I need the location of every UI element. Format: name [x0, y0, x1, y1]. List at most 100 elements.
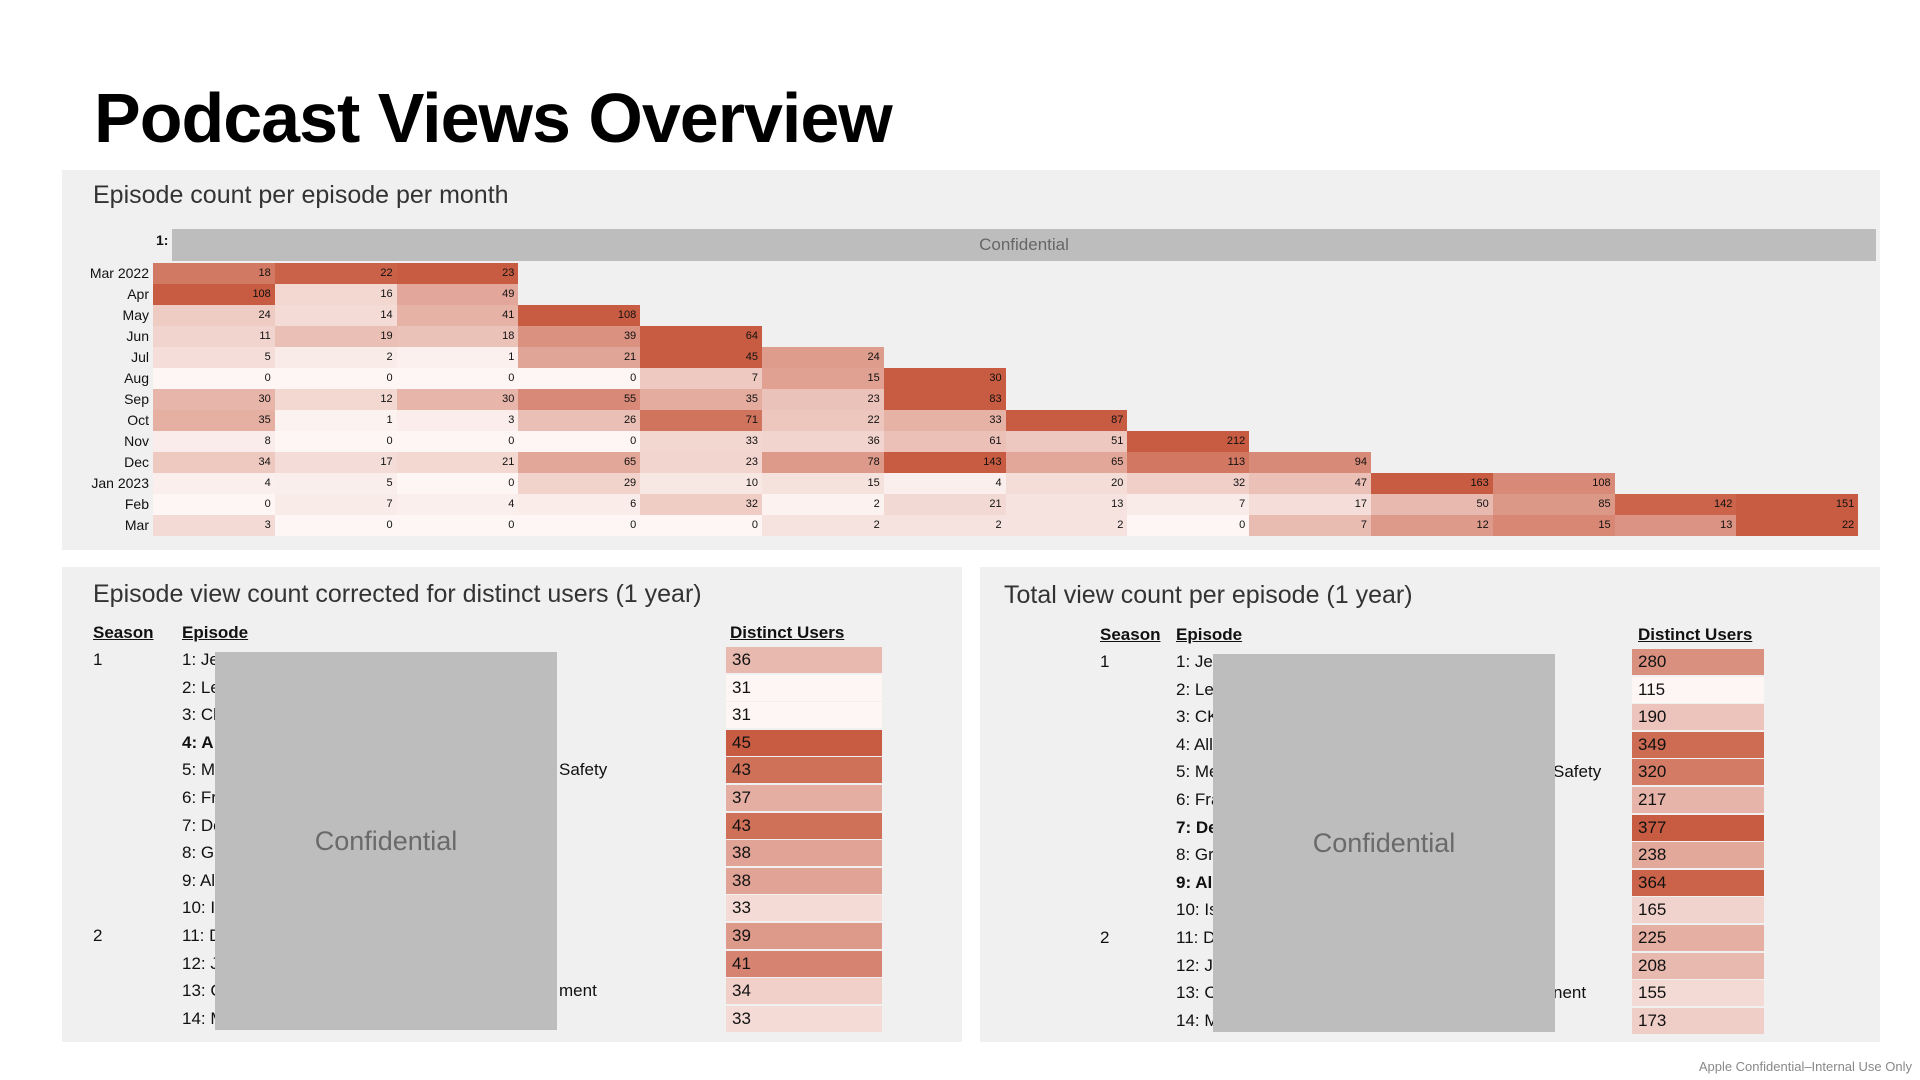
- heatmap-cell: 7: [640, 368, 762, 389]
- episode-cell: 4: A: [182, 732, 214, 752]
- heatmap-cell: 2: [762, 515, 884, 536]
- distinct-users-cell: 208: [1632, 952, 1764, 979]
- heatmap-cell: 34: [153, 452, 275, 473]
- episode-cell: 13: C: [1176, 983, 1217, 1003]
- heatmap-cell: 108: [518, 305, 641, 326]
- season-cell: 2: [93, 926, 103, 945]
- heatmap-cell: 45: [640, 347, 762, 368]
- heatmap-cell: 7: [274, 494, 397, 515]
- heatmap-cell: 94: [1249, 452, 1371, 473]
- episode-cell: 10: I:: [182, 898, 220, 918]
- episode-cell: 6: Fr: [182, 788, 217, 807]
- episode-cell: 6: Fra: [1176, 790, 1221, 809]
- episode-cell: 14: M: [1176, 1010, 1219, 1030]
- heatmap-cell: 5: [274, 473, 397, 494]
- episode-cell: 8: Gre: [1176, 845, 1224, 865]
- heatmap-month-label: Nov: [124, 433, 149, 449]
- heatmap-cell: 0: [396, 431, 519, 452]
- heatmap-cell: 32: [640, 494, 762, 515]
- episode-cell-tail: Safety: [1553, 762, 1602, 782]
- heatmap-cell: 0: [274, 368, 397, 389]
- season-cell: 1: [93, 650, 103, 669]
- heatmap-cell: 17: [1249, 494, 1371, 515]
- heatmap-cell: 65: [518, 452, 641, 473]
- heatmap-panel-title: Episode count per episode per month: [93, 181, 509, 209]
- episode-cell: 7: De: [182, 815, 223, 835]
- distinct-users-cell: 165: [1632, 897, 1764, 924]
- distinct-users-cell: 38: [726, 840, 882, 867]
- distinct-users-cell: 280: [1632, 649, 1764, 675]
- heatmap-cell: 1: [396, 347, 519, 368]
- episode-cell: 12: Ji: [1176, 955, 1217, 975]
- distinct-users-cell: 349: [1632, 731, 1764, 758]
- distinct-users-cell: 320: [1632, 759, 1764, 786]
- distinct-users-cell: 377: [1632, 814, 1764, 841]
- heatmap-cell: 4: [153, 473, 275, 494]
- episode-cell-tail: ment: [559, 981, 597, 1001]
- heatmap-cell: 32: [1127, 473, 1250, 494]
- heatmap-cell: 0: [274, 431, 397, 452]
- heatmap-cell: 0: [518, 431, 641, 452]
- distinct-confidential-box: Confidential: [215, 652, 557, 1030]
- heatmap-cell: 49: [396, 284, 519, 305]
- heatmap-cell: 2: [762, 494, 884, 515]
- heatmap-cell: 21: [518, 347, 641, 368]
- episode-cell: 11: Da: [1176, 928, 1225, 947]
- page-title: Podcast Views Overview: [94, 79, 893, 157]
- heatmap-cell: 35: [640, 389, 762, 410]
- episode-cell: 7: De: [1176, 817, 1218, 837]
- distinct-users-table: 1 1: Je 36 2: Le 31 3: Cl 31 4: A 45 5: M Safety 43…: [62, 567, 962, 1042]
- total-confidential-box: Confidential: [1213, 654, 1555, 1032]
- episode-cell: 2: Le: [182, 677, 220, 697]
- distinct-users-cell: 31: [726, 674, 882, 701]
- heatmap-cell: 0: [518, 515, 641, 536]
- heatmap-confidential-bar: Confidential: [172, 229, 1876, 261]
- heatmap-cell: 12: [274, 389, 397, 410]
- heatmap-cell: 2: [1005, 515, 1128, 536]
- heatmap-cell: 6: [518, 494, 641, 515]
- episode-cell: 13: C: [182, 981, 223, 1001]
- distinct-users-cell: 45: [726, 729, 882, 756]
- distinct-users-cell: 173: [1632, 1007, 1764, 1034]
- heatmap-corner-label: 1:: [156, 232, 169, 248]
- heatmap-month-label: Apr: [127, 286, 149, 302]
- heatmap-cell: 108: [1492, 473, 1615, 494]
- distinct-users-cell: 33: [726, 895, 882, 922]
- distinct-users-cell: 43: [726, 812, 882, 839]
- heatmap-cell: 13: [1005, 494, 1128, 515]
- heatmap-month-label: Sep: [124, 391, 149, 407]
- episode-header: Episode: [182, 623, 249, 642]
- heatmap-cell: 78: [762, 452, 884, 473]
- heatmap-cell: 14: [274, 305, 397, 326]
- heatmap-cell: 16: [274, 284, 397, 305]
- heatmap-month-label: Jun: [126, 328, 149, 344]
- heatmap-cell: 20: [1005, 473, 1128, 494]
- heatmap-cell: 151: [1736, 494, 1859, 515]
- distinct-users-cell: 190: [1632, 704, 1764, 731]
- distinct-users-cell: 39: [726, 923, 882, 949]
- heatmap-cell: 0: [396, 368, 519, 389]
- heatmap-cell: 0: [153, 368, 275, 389]
- heatmap-cell: 108: [153, 284, 275, 305]
- heatmap-month-label: Jan 2023: [91, 475, 149, 491]
- heatmap-cell: 87: [1005, 410, 1128, 431]
- heatmap-cell: 0: [274, 515, 397, 536]
- season-header: Season: [1100, 625, 1161, 644]
- heatmap-month-label: Oct: [127, 412, 149, 428]
- heatmap-cell: 0: [396, 515, 519, 536]
- heatmap-cell: 22: [274, 263, 397, 284]
- heatmap-cell: 0: [640, 515, 762, 536]
- heatmap-cell: 23: [640, 452, 762, 473]
- heatmap-cell: 12: [1371, 515, 1493, 536]
- heatmap-cell: 0: [396, 473, 519, 494]
- heatmap-cell: 8: [153, 431, 275, 452]
- heatmap-month-label: Jul: [131, 349, 149, 365]
- heatmap-cell: 1: [274, 410, 397, 431]
- heatmap-cell: 4: [883, 473, 1006, 494]
- distinct-users-header: Distinct Users: [730, 623, 845, 642]
- episode-cell: 12: J: [182, 953, 219, 973]
- distinct-users-cell: 43: [726, 757, 882, 784]
- heatmap-cell: 5: [153, 347, 275, 368]
- heatmap-cell: 30: [153, 389, 275, 410]
- heatmap-cell: 7: [1249, 515, 1371, 536]
